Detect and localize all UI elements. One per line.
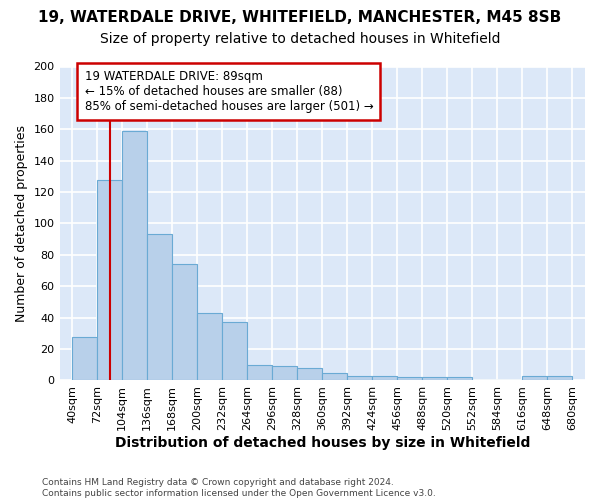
Bar xyxy=(122,131,147,380)
Bar xyxy=(397,378,422,380)
Bar xyxy=(147,234,172,380)
X-axis label: Distribution of detached houses by size in Whitefield: Distribution of detached houses by size … xyxy=(115,436,530,450)
Text: Contains HM Land Registry data © Crown copyright and database right 2024.
Contai: Contains HM Land Registry data © Crown c… xyxy=(42,478,436,498)
Bar xyxy=(422,378,448,380)
Bar xyxy=(347,376,373,380)
Text: Size of property relative to detached houses in Whitefield: Size of property relative to detached ho… xyxy=(100,32,500,46)
Bar xyxy=(97,180,122,380)
Bar xyxy=(272,366,297,380)
Bar xyxy=(322,372,347,380)
Bar xyxy=(247,365,272,380)
Bar xyxy=(547,376,572,380)
Text: 19, WATERDALE DRIVE, WHITEFIELD, MANCHESTER, M45 8SB: 19, WATERDALE DRIVE, WHITEFIELD, MANCHES… xyxy=(38,10,562,25)
Y-axis label: Number of detached properties: Number of detached properties xyxy=(15,125,28,322)
Bar xyxy=(222,322,247,380)
Bar xyxy=(72,336,97,380)
Bar xyxy=(373,376,397,380)
Bar xyxy=(523,376,547,380)
Bar xyxy=(448,378,472,380)
Bar xyxy=(172,264,197,380)
Text: 19 WATERDALE DRIVE: 89sqm
← 15% of detached houses are smaller (88)
85% of semi-: 19 WATERDALE DRIVE: 89sqm ← 15% of detac… xyxy=(85,70,373,112)
Bar xyxy=(297,368,322,380)
Bar xyxy=(197,313,222,380)
